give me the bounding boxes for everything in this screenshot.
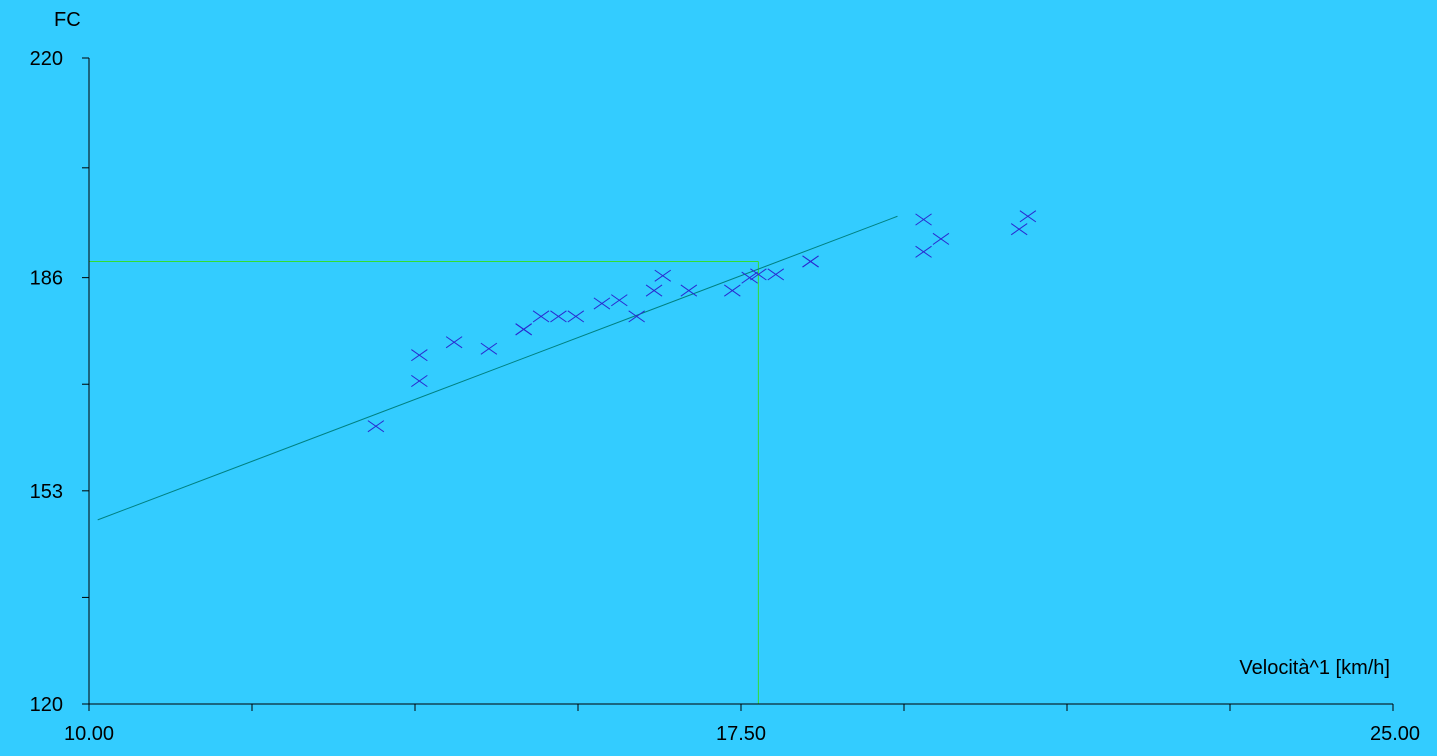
data-point [611,294,628,307]
data-point-stroke [611,294,628,307]
data-point-stroke [915,245,932,258]
data-point [724,284,741,297]
data-point [628,310,645,323]
data-point-stroke [767,268,785,281]
data-point [1019,210,1037,223]
x-tick-label: 17.50 [716,723,766,745]
data-point [654,269,672,282]
data-point-stroke [1010,223,1028,236]
data-point [645,284,663,297]
y-tick-label: 220 [30,48,63,70]
x-tick-label: 25.00 [1370,723,1420,745]
data-point [750,268,767,281]
data-points [367,210,1037,433]
threshold-lines [89,260,759,704]
data-point-stroke [367,420,385,433]
data-point [445,336,463,349]
data-point-stroke [915,213,932,226]
data-point-stroke [932,232,950,245]
data-point-stroke [445,336,463,349]
x-tick-label: 10.00 [64,723,114,745]
data-point-stroke [411,374,428,388]
data-point-stroke [654,269,672,282]
regression-line [97,215,898,521]
data-point-stroke [593,297,611,310]
data-point [411,374,428,388]
data-point-stroke [532,310,550,323]
data-point-stroke [750,268,767,281]
data-point [915,245,932,258]
data-point [593,297,611,310]
data-point-stroke [628,310,645,323]
data-point-stroke [802,255,819,268]
data-point-stroke [480,342,498,355]
data-point-stroke [645,284,663,297]
data-point-stroke [411,349,428,362]
data-point [515,323,532,336]
data-point [932,232,950,245]
data-point-stroke [741,271,758,284]
regression-line-segment [97,215,898,521]
y-tick-label: 120 [30,694,63,716]
data-point [480,342,498,355]
data-point [802,255,819,268]
data-point-stroke [1019,210,1037,223]
y-tick-label: 186 [30,268,63,290]
data-point [915,213,932,226]
data-point [767,268,785,281]
data-point [411,349,428,362]
data-point [532,310,550,323]
x-axis-title: Velocità^1 [km/h] [1239,657,1390,679]
data-point-stroke [550,310,567,323]
y-axis-title: FC [54,9,81,31]
data-point-stroke [567,310,585,323]
y-tick-label: 153 [30,481,63,503]
ticks [82,57,1394,711]
data-point-stroke [680,284,698,297]
data-point [550,310,567,323]
data-point [367,420,385,433]
axes [88,58,1393,705]
data-point [741,271,758,284]
data-point [1010,223,1028,236]
data-point [680,284,698,297]
data-point-stroke [724,284,741,297]
data-point [567,310,585,323]
data-point-stroke [515,323,532,336]
